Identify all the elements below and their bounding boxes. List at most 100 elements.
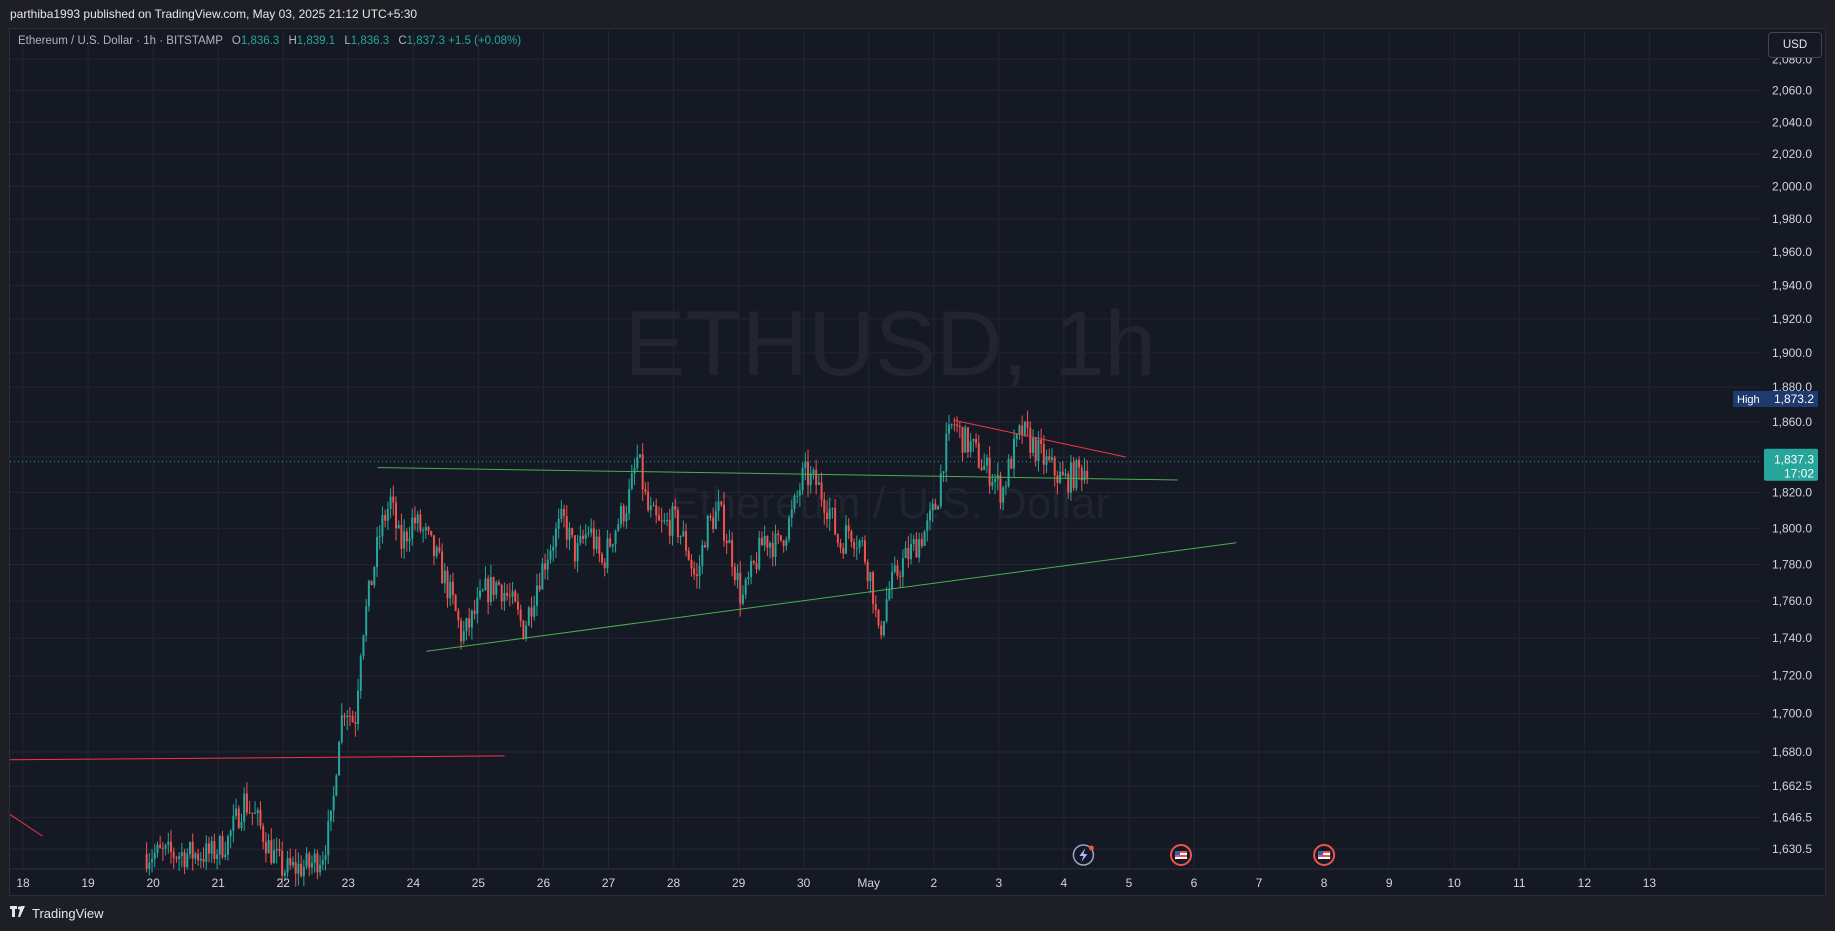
candle [389, 488, 392, 519]
green-trendline[interactable] [377, 467, 1178, 481]
candle-body [961, 426, 964, 453]
candle [1061, 461, 1064, 476]
candle-body [343, 715, 346, 718]
candle-body [923, 531, 926, 546]
candle [763, 525, 766, 552]
candle [647, 481, 650, 513]
candle-body [321, 859, 324, 865]
candle [270, 828, 273, 865]
candle [476, 587, 479, 624]
red-trendline[interactable] [9, 814, 43, 837]
candle [492, 576, 495, 601]
candle [910, 533, 913, 565]
candle-body [861, 540, 864, 542]
candle-body [167, 841, 170, 846]
price-tick-label: 1,900.0 [1772, 346, 1812, 360]
green-trendline[interactable] [426, 542, 1237, 652]
candle [275, 837, 278, 864]
candle-body [346, 715, 349, 718]
price-tick-label: 1,920.0 [1772, 312, 1812, 326]
candle [443, 563, 446, 594]
earnings-flash-icon[interactable] [1072, 844, 1095, 866]
candle-body [712, 517, 715, 530]
candle-body [964, 427, 967, 453]
candle-body [704, 545, 707, 548]
candle [172, 847, 175, 869]
candle-body [668, 519, 671, 536]
candle-body [419, 514, 422, 531]
candle [601, 551, 604, 566]
candle-body [544, 563, 547, 570]
currency-button[interactable]: USD [1768, 32, 1822, 58]
candle [1037, 431, 1040, 472]
candle-body [413, 517, 416, 524]
candle-body [327, 821, 330, 856]
candle [904, 541, 907, 559]
candle [953, 417, 956, 432]
candle-body [432, 535, 435, 557]
footer-brand[interactable]: TradingView [32, 906, 104, 921]
candle-body [210, 841, 213, 854]
candle [335, 773, 338, 797]
candle-body [400, 524, 403, 549]
candle [259, 801, 262, 830]
red-trendline[interactable] [9, 755, 505, 761]
candle-body [674, 506, 677, 510]
candle-body [191, 842, 194, 859]
high-marker: High 1,873.2 [1733, 390, 1818, 407]
candle-body [831, 508, 834, 510]
candle [901, 549, 904, 588]
candle-body [769, 542, 772, 548]
candle-body [649, 505, 652, 511]
time-tick-label: 9 [1386, 876, 1393, 890]
candle-body [633, 468, 636, 474]
candle-body [790, 509, 793, 519]
candle-body [598, 536, 601, 555]
candle-body [332, 795, 335, 811]
us-flag-event-icon[interactable] [1313, 844, 1336, 866]
candle-body [427, 527, 430, 531]
candle [210, 836, 213, 863]
candle [893, 556, 896, 574]
candle [1013, 429, 1016, 478]
tradingview-logo-icon [10, 904, 28, 924]
candle-body [614, 530, 617, 545]
candle-body [706, 516, 709, 548]
candle-body [1042, 444, 1045, 465]
candle [969, 433, 972, 458]
candle [611, 543, 614, 553]
candle [739, 560, 742, 617]
price-markers: High 1,873.2 1,837.317:02 [1733, 390, 1818, 481]
candle [533, 595, 536, 621]
chart-frame[interactable] [9, 28, 1826, 896]
candle [327, 809, 330, 865]
candle-body [180, 852, 183, 857]
price-tick-label: 1,680.0 [1772, 745, 1812, 759]
candle [500, 583, 503, 610]
candle-body [430, 530, 433, 536]
candle [424, 522, 427, 540]
candle-body [842, 548, 845, 554]
candle-body [945, 433, 948, 472]
candle-body [1086, 470, 1089, 479]
red-trendline[interactable] [953, 419, 1126, 458]
candle-body [232, 815, 235, 831]
candle-body [1059, 471, 1062, 483]
us-flag-event-icon[interactable] [1170, 844, 1193, 866]
candle-body [508, 595, 511, 597]
candle-body [579, 535, 582, 543]
candle-body [812, 469, 815, 474]
candle-body [844, 525, 847, 554]
candle-body [316, 853, 319, 873]
candle [240, 813, 243, 832]
candle [801, 462, 804, 496]
candle-body [899, 575, 902, 578]
candle-body [872, 572, 875, 605]
candle [1040, 428, 1043, 454]
candle [278, 838, 281, 857]
current-price-value: 1,837.3 [1774, 453, 1814, 467]
candle-body [159, 844, 162, 848]
candle [546, 548, 549, 581]
time-tick-label: May [857, 876, 880, 890]
